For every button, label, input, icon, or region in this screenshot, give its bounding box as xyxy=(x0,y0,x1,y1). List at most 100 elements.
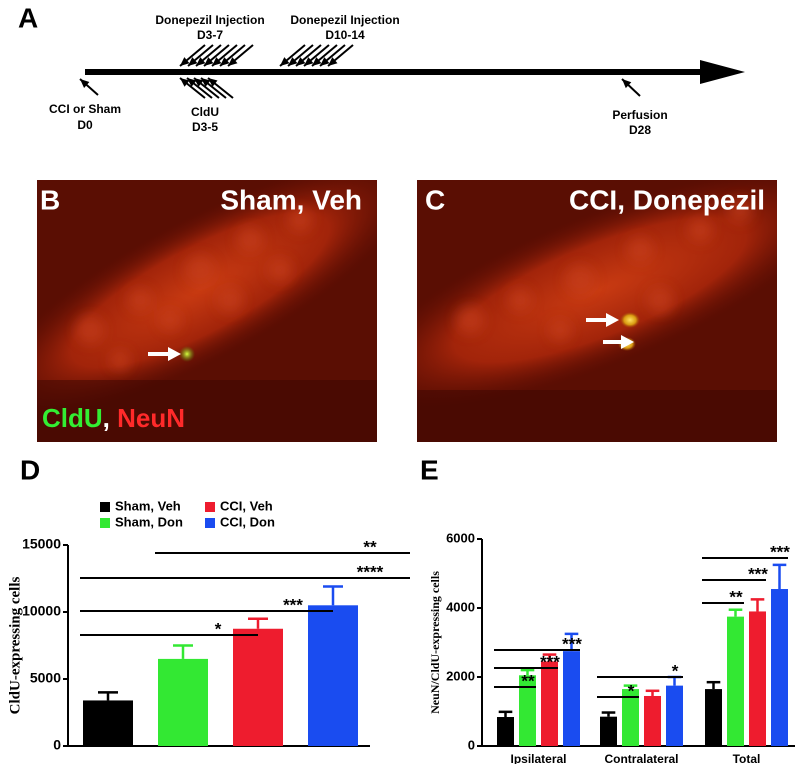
panel-label: D xyxy=(20,454,40,485)
y-tick-label: 5000 xyxy=(30,670,61,686)
event-label: Perfusion xyxy=(612,108,667,122)
event-label: CCI or Sham xyxy=(49,102,121,116)
x-tick-label: Contralateral xyxy=(604,752,678,764)
legend-swatch xyxy=(205,502,215,512)
arrow-head xyxy=(208,78,218,87)
y-tick-label: 0 xyxy=(468,737,475,752)
legend-label: CCI, Don xyxy=(220,514,275,529)
panel-label: B xyxy=(40,184,60,215)
stain-name: CldU xyxy=(42,403,103,433)
arrow-head xyxy=(220,57,230,66)
bar xyxy=(705,689,722,746)
pointer-arrow xyxy=(168,347,181,361)
arrow-head xyxy=(288,57,298,66)
timeline-axis xyxy=(85,69,705,75)
significance-label: *** xyxy=(748,564,768,583)
significance-label: ** xyxy=(521,671,535,690)
significance-label: ** xyxy=(363,537,377,556)
arrow-head xyxy=(212,57,222,66)
bar xyxy=(771,589,788,746)
pointer-arrow xyxy=(621,335,634,349)
arrow-head xyxy=(320,57,330,66)
y-tick-label: 10000 xyxy=(22,603,61,619)
bar xyxy=(622,689,639,746)
event-days: D3-7 xyxy=(197,28,223,42)
event-label: Donepezil Injection xyxy=(290,13,399,27)
bar xyxy=(519,675,536,746)
arrow-head xyxy=(180,57,190,66)
arrow-head xyxy=(204,57,214,66)
y-tick-label: 0 xyxy=(53,737,61,753)
bar xyxy=(600,716,617,746)
significance-label: * xyxy=(628,681,635,700)
arrow-head xyxy=(328,57,338,66)
panel-label: A xyxy=(18,2,38,33)
bar xyxy=(83,700,133,746)
bar xyxy=(233,628,283,746)
arrow-head xyxy=(187,78,197,87)
significance-label: * xyxy=(672,661,679,680)
significance-label: ** xyxy=(729,587,743,606)
bar xyxy=(497,717,514,746)
panel-label: E xyxy=(420,454,439,485)
micrograph xyxy=(417,180,777,442)
y-tick-label: 4000 xyxy=(446,599,475,614)
bar xyxy=(541,661,558,746)
stain-separator: , xyxy=(103,403,110,433)
arrow-head xyxy=(194,78,204,87)
arrow-head xyxy=(188,57,198,66)
image-title: Sham, Veh xyxy=(220,184,362,215)
legend-label: Sham, Veh xyxy=(115,498,181,513)
significance-label: *** xyxy=(770,542,790,561)
arrow-head xyxy=(296,57,306,66)
arrow-head xyxy=(304,57,314,66)
arrow-head xyxy=(280,57,290,66)
arrow-head xyxy=(80,79,90,88)
bar xyxy=(158,658,208,746)
stain-name: NeuN xyxy=(117,403,185,433)
x-tick-label: Ipsilateral xyxy=(510,752,566,764)
timeline-arrows xyxy=(79,44,641,99)
significance-label: *** xyxy=(283,595,303,614)
arrow-head xyxy=(201,78,211,87)
y-tick-label: 6000 xyxy=(446,530,475,545)
significance-label: * xyxy=(215,619,222,638)
event-label: Donepezil Injection xyxy=(155,13,264,27)
panel-label: C xyxy=(425,184,445,215)
arrow-head xyxy=(228,57,238,66)
labeled-cell xyxy=(620,312,640,328)
arrow-head xyxy=(312,57,322,66)
y-tick-label: 2000 xyxy=(446,668,475,683)
bar xyxy=(666,685,683,746)
stain-label: CldU, NeuN xyxy=(42,403,185,433)
timeline-arrowhead xyxy=(700,60,745,84)
arrow-head xyxy=(622,79,632,89)
bar xyxy=(749,611,766,746)
event-days: D3-5 xyxy=(192,120,218,134)
legend-swatch xyxy=(100,502,110,512)
significance-label: *** xyxy=(562,634,582,653)
legend-label: Sham, Don xyxy=(115,514,183,529)
legend-label: CCI, Veh xyxy=(220,498,273,513)
arrow-head xyxy=(196,57,206,66)
bar xyxy=(563,651,580,746)
y-tick-label: 15000 xyxy=(22,536,61,552)
x-tick-label: Total xyxy=(733,752,761,764)
image-title: CCI, Donepezil xyxy=(569,184,765,215)
significance-label: *** xyxy=(540,652,560,671)
event-label: CldU xyxy=(191,105,219,119)
bar xyxy=(727,616,744,746)
event-days: D28 xyxy=(629,123,651,137)
labeled-cell xyxy=(179,346,195,362)
legend-swatch xyxy=(100,518,110,528)
event-days: D10-14 xyxy=(325,28,365,42)
legend-swatch xyxy=(205,518,215,528)
y-axis-label: CldU-expressing cells xyxy=(7,577,23,715)
bar xyxy=(644,695,661,746)
bar xyxy=(308,605,358,746)
micrograph xyxy=(37,180,377,442)
pointer-arrow xyxy=(606,313,619,327)
event-days: D0 xyxy=(77,118,93,132)
arrow-head xyxy=(180,78,190,87)
